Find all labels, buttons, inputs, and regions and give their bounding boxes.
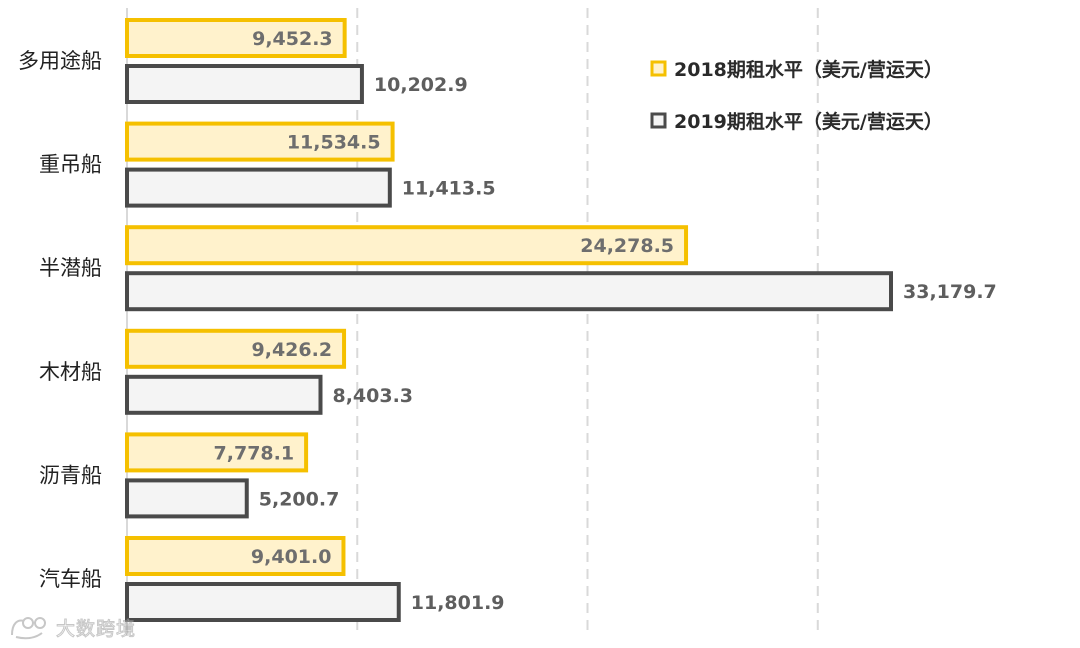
data-label: 9,452.3 [252,28,333,50]
category-label: 重吊船 [39,153,102,177]
bar-2018 [125,432,309,473]
bar-2018 [125,328,347,369]
legend-label-2018: 2018期租水平（美元/营运天） [674,58,943,81]
data-label: 9,401.0 [251,546,332,568]
bar-2019 [125,271,893,312]
data-label: 11,801.9 [411,592,505,614]
bar-2018 [125,121,395,162]
data-label: 10,202.9 [374,74,468,96]
category-label: 汽车船 [39,567,102,591]
bar-2019 [125,582,401,622]
watermark-logo-icon [11,617,46,640]
watermark-text: 大数跨境 [55,617,137,640]
bar-2019 [125,478,249,519]
bar-2018 [125,225,689,266]
bar-2018 [125,536,346,576]
category-label: 多用途船 [18,49,102,73]
bar-2019 [125,374,323,415]
watermark: 大数跨境 [8,612,136,642]
bar-2019 [125,167,392,208]
data-label: 33,179.7 [903,281,997,303]
legend-swatch-2019 [650,112,667,129]
bar-2019 [125,64,364,104]
data-label: 11,534.5 [287,132,381,154]
data-label: 5,200.7 [259,488,340,510]
legend-swatch-2018 [650,60,667,77]
category-label: 沥青船 [39,463,102,487]
bar-2018 [125,18,347,58]
data-label: 7,778.1 [214,442,295,464]
data-label: 9,426.2 [252,339,333,361]
legend-label-2019: 2019期租水平（美元/营运天） [674,110,943,133]
category-label: 半潜船 [39,256,102,280]
category-label: 木材船 [39,360,102,384]
data-label: 8,403.3 [332,385,413,407]
data-label: 24,278.5 [580,235,674,257]
data-label: 11,413.5 [402,178,496,200]
